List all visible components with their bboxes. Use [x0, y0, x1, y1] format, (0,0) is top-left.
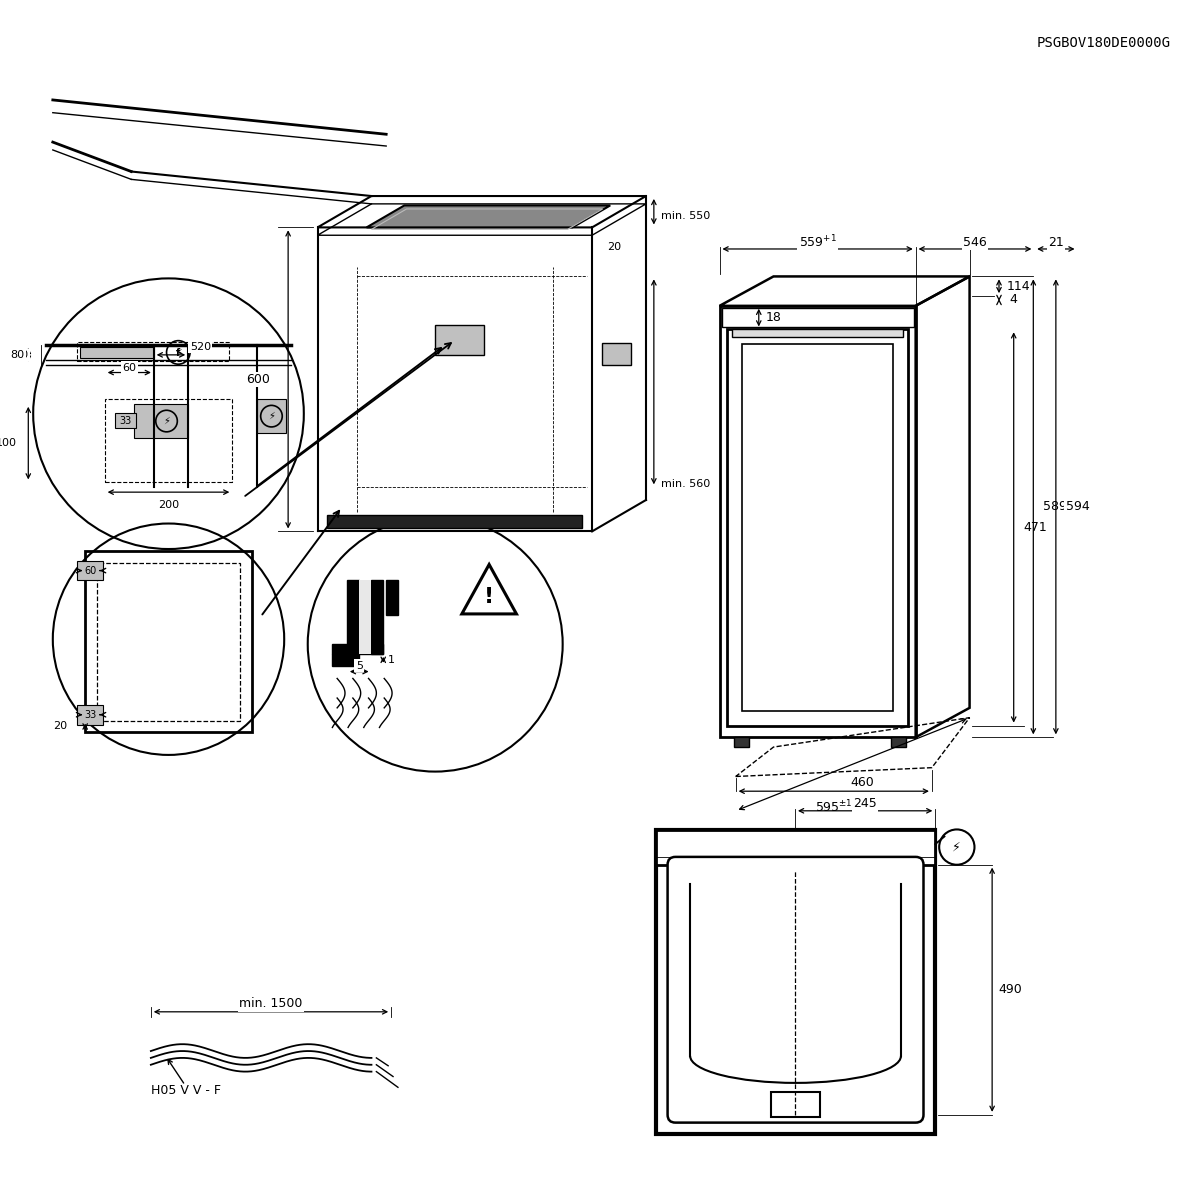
Bar	[80, 347, 154, 358]
Text: 18: 18	[766, 311, 781, 324]
Bar	[742, 344, 893, 710]
Bar	[386, 581, 398, 614]
Text: 33: 33	[84, 709, 96, 720]
Bar	[656, 830, 935, 1134]
Bar	[732, 329, 902, 337]
Text: $559^{+1}$: $559^{+1}$	[798, 234, 836, 251]
Text: $\mathbf{f}$: $\mathbf{f}$	[175, 347, 181, 359]
Text: PSGBOV180DE0000G: PSGBOV180DE0000G	[1037, 36, 1170, 50]
Bar	[77, 342, 229, 361]
Text: 20: 20	[53, 721, 67, 732]
Bar	[77, 704, 103, 725]
Bar	[347, 581, 359, 654]
Bar	[77, 560, 103, 581]
Bar	[104, 398, 233, 482]
Text: 60: 60	[122, 362, 137, 373]
Bar	[328, 515, 582, 528]
Text: H05 V V - F: H05 V V - F	[151, 1084, 221, 1097]
Bar	[656, 830, 935, 865]
Text: 80: 80	[14, 350, 29, 360]
Bar	[359, 581, 372, 654]
FancyBboxPatch shape	[667, 857, 924, 1123]
Text: 21: 21	[1048, 235, 1063, 248]
Bar	[114, 413, 136, 428]
Bar	[436, 325, 485, 355]
Text: 100: 100	[0, 438, 17, 448]
Text: 589: 589	[1043, 500, 1067, 514]
Text: 471: 471	[1024, 521, 1048, 534]
Text: 5: 5	[355, 661, 362, 671]
Text: 245: 245	[853, 798, 877, 810]
Polygon shape	[366, 205, 611, 228]
Text: ⚡: ⚡	[163, 416, 170, 426]
Text: $595^{\pm1}$: $595^{\pm1}$	[815, 799, 852, 816]
Text: 80: 80	[11, 350, 24, 360]
Bar	[332, 654, 359, 666]
Bar	[97, 563, 240, 721]
Bar	[721, 308, 913, 328]
Text: 200: 200	[158, 500, 179, 510]
Text: 546: 546	[964, 235, 986, 248]
Text: 600: 600	[247, 373, 270, 386]
Bar	[602, 343, 631, 365]
Text: 1: 1	[388, 655, 395, 665]
Text: 490: 490	[998, 983, 1021, 996]
Text: 33: 33	[119, 415, 132, 426]
Bar	[134, 404, 188, 438]
Text: 460: 460	[851, 776, 875, 790]
Bar	[332, 644, 383, 654]
Bar	[727, 329, 908, 726]
Bar	[720, 306, 916, 737]
Text: min. 550: min. 550	[661, 211, 710, 221]
Text: min. 560: min. 560	[661, 479, 710, 490]
Bar	[85, 551, 252, 732]
Bar	[892, 737, 906, 748]
Text: ⚡: ⚡	[268, 412, 275, 421]
Text: 4: 4	[1009, 294, 1018, 306]
Text: ⚡: ⚡	[175, 348, 181, 358]
Text: 20: 20	[607, 242, 620, 252]
Text: min. 1500: min. 1500	[239, 997, 302, 1010]
Text: 520: 520	[190, 342, 211, 352]
Text: 114: 114	[1007, 280, 1031, 293]
Bar	[770, 1092, 820, 1117]
Text: 60: 60	[84, 565, 96, 576]
Text: !: !	[484, 588, 494, 607]
Bar	[734, 737, 749, 748]
Text: ⚡: ⚡	[953, 840, 961, 853]
Text: 594: 594	[1066, 500, 1090, 514]
Bar	[372, 581, 383, 654]
Bar	[257, 398, 286, 433]
